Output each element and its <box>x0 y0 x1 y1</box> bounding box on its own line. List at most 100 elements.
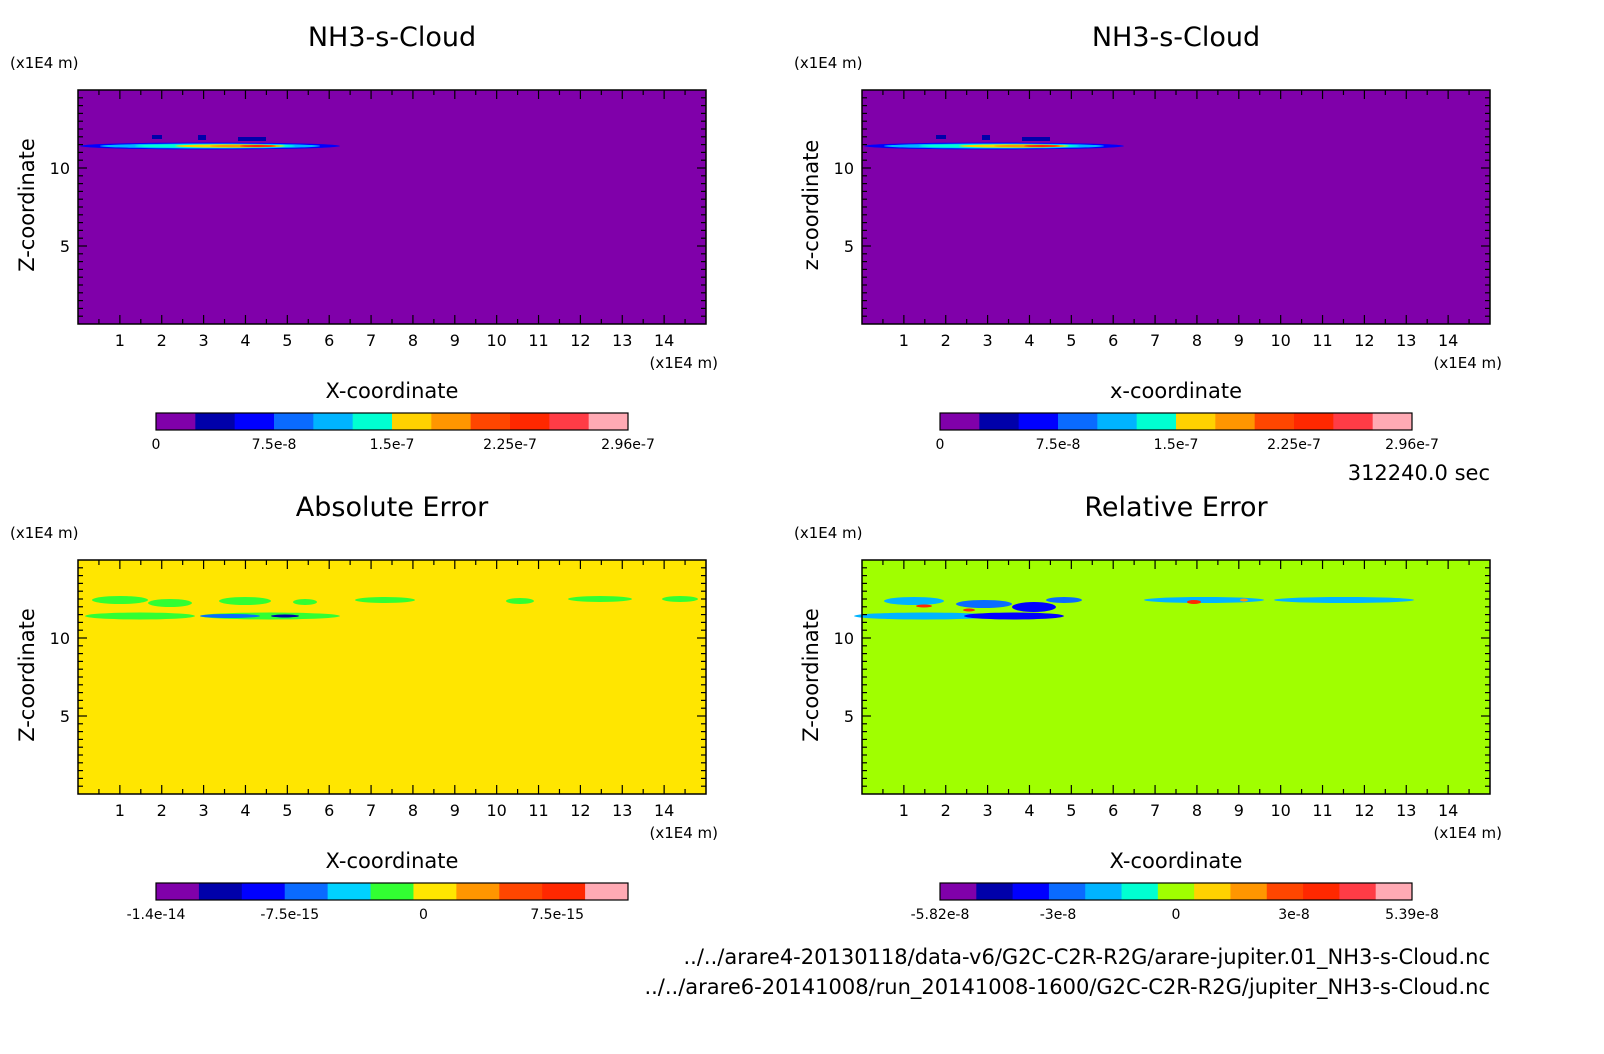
chart-panel-3: Absolute Error(x1E4 m)1 2 3 4 5 6 7 8 9 10 11 12 13 1… <box>10 492 718 923</box>
contour-region <box>198 135 206 140</box>
colorbar-tick-label: 2.25e-7 <box>483 437 537 453</box>
x-tick-label: 2 <box>157 331 167 350</box>
colorbar-swatch <box>1018 413 1059 430</box>
colorbar-swatch <box>234 413 275 430</box>
x-axis-label: x-coordinate <box>1110 379 1242 403</box>
colorbar-swatch <box>1048 883 1086 900</box>
colorbar-tick-label: 2.96e-7 <box>1385 437 1439 453</box>
x-tick-label: 6 <box>1108 331 1118 350</box>
colorbar-tick-label: 7.5e-15 <box>530 907 584 923</box>
colorbar-swatch <box>1215 413 1256 430</box>
contour-region <box>1022 137 1050 141</box>
colorbar-swatch <box>241 883 286 900</box>
y-tick-label: 5 <box>844 707 854 726</box>
colorbar-tick-label: 0 <box>1172 907 1181 923</box>
x-tick-label: 10 <box>1270 801 1290 820</box>
x-axis-label: X-coordinate <box>326 849 459 873</box>
colorbar-swatch <box>1194 883 1231 900</box>
contour-region <box>148 599 192 607</box>
y-tick-label: 10 <box>50 629 70 648</box>
y-tick-label: 5 <box>60 707 70 726</box>
colorbar-swatch <box>313 413 354 430</box>
colorbar-swatch <box>940 883 977 900</box>
x-tick-label: 8 <box>408 331 418 350</box>
colorbar-swatch <box>1121 883 1159 900</box>
colorbar-swatch <box>549 413 590 430</box>
contour-region <box>1274 597 1414 603</box>
colorbar-swatch <box>156 413 196 430</box>
x-tick-label: 2 <box>157 801 167 820</box>
heatmap-field <box>862 560 1490 794</box>
colorbar-swatch <box>542 883 586 900</box>
contour-region <box>219 597 271 605</box>
contour-region <box>982 135 990 140</box>
x-unit-label: (x1E4 m) <box>649 824 718 842</box>
x-tick-label: 6 <box>324 331 334 350</box>
colorbar-tick-label: 7.5e-8 <box>1036 437 1081 453</box>
x-tick-label: 6 <box>324 801 334 820</box>
colorbar-swatch <box>1266 883 1304 900</box>
x-tick-label: 14 <box>654 331 674 350</box>
colorbar-swatch <box>1157 883 1195 900</box>
contour-region <box>85 612 195 620</box>
colorbar-tick-label: -3e-8 <box>1040 907 1077 923</box>
file-path-2: ../../arare6-20141008/run_20141008-1600/… <box>644 975 1490 1000</box>
contour-region <box>1046 597 1082 603</box>
colorbar-swatch <box>327 883 372 900</box>
x-tick-label: 11 <box>528 801 548 820</box>
colorbar-tick-label: 2.96e-7 <box>601 437 655 453</box>
x-axis-label: X-coordinate <box>1110 849 1243 873</box>
y-tick-label: 5 <box>60 237 70 256</box>
x-tick-label: 4 <box>240 331 250 350</box>
contour-region <box>662 596 698 602</box>
colorbar-swatch <box>370 883 414 900</box>
heatmap-field <box>862 90 1490 324</box>
x-tick-label: 3 <box>983 331 993 350</box>
colorbar-tick-label: 3e-8 <box>1278 907 1309 923</box>
chart-panel-1: NH3-s-Cloud(x1E4 m)1 2 3 4 5 6 7 8 9 10 11 12 13 1451… <box>10 22 718 453</box>
chart-panel-4: Relative Error(x1E4 m)1 2 3 4 5 6 7 8 9 10 11 12 13 1… <box>794 492 1502 923</box>
contour-region <box>964 612 1064 620</box>
x-unit-label: (x1E4 m) <box>649 354 718 372</box>
colorbar-swatch <box>1372 413 1413 430</box>
y-axis-label: Z-coordinate <box>799 608 823 742</box>
contour-region <box>916 604 932 608</box>
contour-region <box>200 614 260 618</box>
x-tick-label: 13 <box>612 801 632 820</box>
colorbar-swatch <box>284 883 329 900</box>
x-tick-label: 13 <box>1396 331 1416 350</box>
x-tick-label: 10 <box>486 331 506 350</box>
colorbar-swatch <box>413 883 457 900</box>
y-unit-label: (x1E4 m) <box>794 524 863 542</box>
x-tick-label: 12 <box>570 801 590 820</box>
colorbar-swatch <box>1058 413 1098 430</box>
contour-region <box>293 599 317 605</box>
x-tick-label: 8 <box>1192 331 1202 350</box>
colorbar-tick-label: 2.25e-7 <box>1267 437 1321 453</box>
x-tick-label: 5 <box>1066 331 1076 350</box>
chart-title: NH3-s-Cloud <box>308 22 476 53</box>
x-tick-label: 10 <box>1270 331 1290 350</box>
y-tick-label: 5 <box>844 237 854 256</box>
x-tick-label: 1 <box>115 331 125 350</box>
colorbar-swatch <box>1375 883 1413 900</box>
x-tick-label: 14 <box>1438 801 1458 820</box>
colorbar-frame <box>155 412 629 431</box>
contour-region <box>240 145 276 147</box>
colorbar-swatch <box>979 413 1020 430</box>
colorbar-swatch <box>510 413 550 430</box>
x-tick-label: 12 <box>1354 331 1374 350</box>
x-unit-label: (x1E4 m) <box>1433 354 1502 372</box>
colorbar-tick-label: 0 <box>152 437 161 453</box>
chart-panel-2: NH3-s-Cloud(x1E4 m)1 2 3 4 5 6 7 8 9 10 11 12 13 1451… <box>794 22 1502 453</box>
colorbar-tick-label: 0 <box>419 907 428 923</box>
contour-region <box>568 596 632 602</box>
colorbar-swatch <box>156 883 200 900</box>
y-tick-label: 10 <box>834 159 854 178</box>
chart-title: NH3-s-Cloud <box>1092 22 1260 53</box>
contour-region <box>506 598 534 604</box>
x-tick-label: 7 <box>1150 331 1160 350</box>
colorbar-tick-label: -1.4e-14 <box>127 907 186 923</box>
contour-region <box>1187 600 1201 604</box>
